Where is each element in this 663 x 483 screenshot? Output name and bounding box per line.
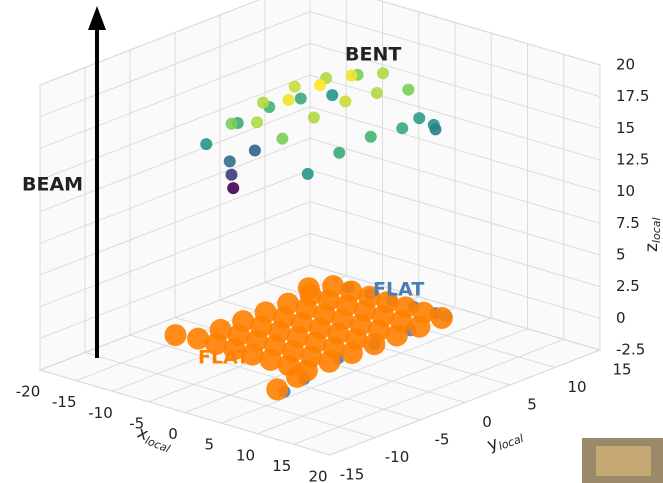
- annotation: FLAT: [373, 279, 424, 301]
- point: [266, 378, 288, 400]
- point: [339, 95, 351, 107]
- point: [346, 69, 358, 81]
- point: [377, 67, 389, 79]
- z-tick-label: 10: [616, 182, 635, 200]
- chart: -20-15-10-505101520-15-10-5051015-2.502.…: [0, 0, 663, 483]
- annotation: BEAM: [22, 174, 83, 196]
- point: [430, 123, 442, 135]
- point: [251, 116, 263, 128]
- x-tick-label: 15: [272, 457, 291, 475]
- point: [371, 87, 383, 99]
- z-tick-label: 12.5: [616, 151, 649, 169]
- z-axis-label-sub: local: [650, 217, 663, 243]
- x-tick-label: 10: [236, 446, 255, 464]
- point: [431, 307, 453, 329]
- point: [314, 79, 326, 91]
- point: [283, 94, 295, 106]
- z-axis-label: zlocal: [642, 217, 663, 252]
- x-tick-label: 0: [168, 425, 178, 443]
- point: [318, 351, 340, 373]
- annotation: FLAT: [198, 347, 249, 369]
- x-tick-label: -15: [52, 393, 77, 411]
- point: [165, 324, 187, 346]
- point: [413, 112, 425, 124]
- y-tick-label: 10: [567, 378, 586, 396]
- point: [365, 131, 377, 143]
- y-tick-label: -15: [340, 466, 365, 483]
- point: [341, 342, 363, 364]
- point: [227, 182, 239, 194]
- x-tick-label: -10: [88, 404, 113, 422]
- point: [396, 122, 408, 134]
- point: [289, 81, 301, 93]
- point: [386, 325, 408, 347]
- z-axis-label-text: z: [642, 243, 662, 252]
- z-tick-label: 0: [616, 309, 626, 327]
- y-tick-label: 5: [527, 396, 537, 414]
- y-tick-label: -10: [385, 448, 410, 466]
- point: [363, 333, 385, 355]
- point: [308, 111, 320, 123]
- z-tick-label: 2.5: [616, 277, 640, 295]
- point: [226, 169, 238, 181]
- x-tick-label: 20: [308, 468, 327, 483]
- point: [295, 93, 307, 105]
- point: [276, 133, 288, 145]
- y-tick-label: 0: [482, 413, 492, 431]
- z-tick-label: -2.5: [616, 341, 645, 359]
- point: [408, 316, 430, 338]
- z-tick-label: 5: [616, 246, 626, 264]
- x-tick-label: 5: [204, 436, 214, 454]
- z-tick-label: 15: [616, 119, 635, 137]
- thumbnail-detail: [596, 446, 651, 476]
- point: [333, 147, 345, 159]
- point: [257, 97, 269, 109]
- point: [200, 138, 212, 150]
- point: [326, 89, 338, 101]
- beam-arrow-head: [88, 6, 106, 30]
- y-tick-label: 15: [612, 361, 631, 379]
- point: [249, 145, 261, 157]
- y-tick-label: -5: [435, 431, 450, 449]
- z-tick-label: 17.5: [616, 87, 649, 105]
- point: [402, 84, 414, 96]
- point: [302, 168, 314, 180]
- y-axis-label-sub: local: [497, 432, 526, 453]
- point: [286, 366, 308, 388]
- point: [298, 277, 320, 299]
- z-tick-label: 7.5: [616, 214, 640, 232]
- x-tick-label: -20: [16, 383, 41, 401]
- annotation: BENT: [345, 44, 401, 66]
- z-tick-label: 20: [616, 56, 635, 74]
- point: [226, 118, 238, 130]
- point: [224, 155, 236, 167]
